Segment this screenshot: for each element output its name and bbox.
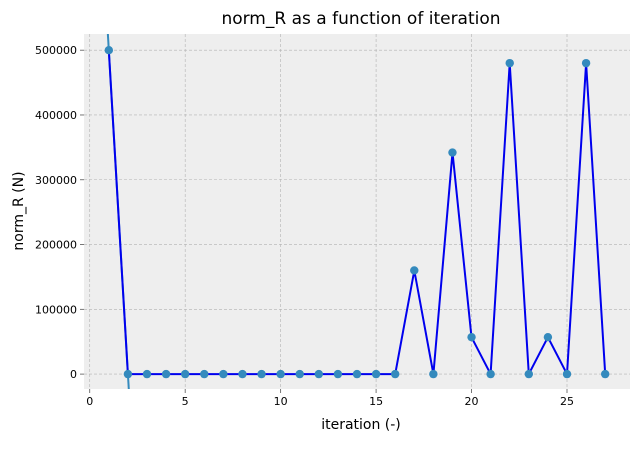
y-axis-label: norm_R (N) — [11, 171, 27, 250]
data-point — [467, 332, 476, 342]
data-point — [142, 369, 152, 379]
data-point — [123, 369, 133, 379]
data-point — [219, 369, 228, 379]
chart-title: norm_R as a function of iteration — [221, 9, 500, 29]
x-axis-ticks: 0 5 10 15 20 25 — [86, 389, 574, 408]
plot-background — [84, 34, 630, 389]
grid — [84, 34, 630, 389]
data-point — [276, 369, 285, 379]
y-tick-label: 200000 — [35, 239, 77, 252]
data-point — [295, 369, 304, 379]
data-point — [104, 45, 114, 55]
x-tick-label: 10 — [274, 395, 288, 408]
data-point — [333, 369, 343, 379]
data-point — [257, 369, 266, 379]
data-point — [448, 148, 457, 157]
y-axis-ticks: 0 100000 200000 300000 400000 500000 — [35, 44, 84, 381]
data-point — [581, 58, 591, 68]
y-tick-label: 100000 — [35, 303, 77, 316]
x-tick-label: 25 — [560, 395, 574, 408]
x-tick-label: 0 — [86, 395, 93, 408]
data-point — [543, 332, 553, 342]
y-tick-label: 500000 — [35, 44, 77, 57]
y-tick-label: 300000 — [35, 174, 77, 187]
y-tick-label: 400000 — [35, 109, 77, 122]
data-point — [505, 58, 514, 68]
data-point — [352, 369, 362, 379]
data-point — [562, 369, 572, 379]
data-point — [524, 369, 534, 379]
data-point — [410, 266, 419, 275]
y-tick-label: 0 — [70, 368, 77, 381]
x-tick-label: 5 — [182, 395, 189, 408]
data-point — [180, 369, 190, 379]
data-point — [429, 369, 438, 379]
data-point — [314, 369, 324, 379]
data-point — [200, 369, 209, 379]
data-point — [486, 369, 495, 379]
data-point — [390, 369, 400, 379]
x-tick-label: 20 — [465, 395, 479, 408]
x-tick-label: 15 — [369, 395, 383, 408]
data-point — [600, 369, 610, 379]
data-point — [161, 369, 171, 379]
x-axis-label: iteration (-) — [321, 417, 401, 433]
data-point — [371, 369, 381, 379]
plot-area — [104, 34, 610, 389]
data-point — [238, 369, 247, 379]
